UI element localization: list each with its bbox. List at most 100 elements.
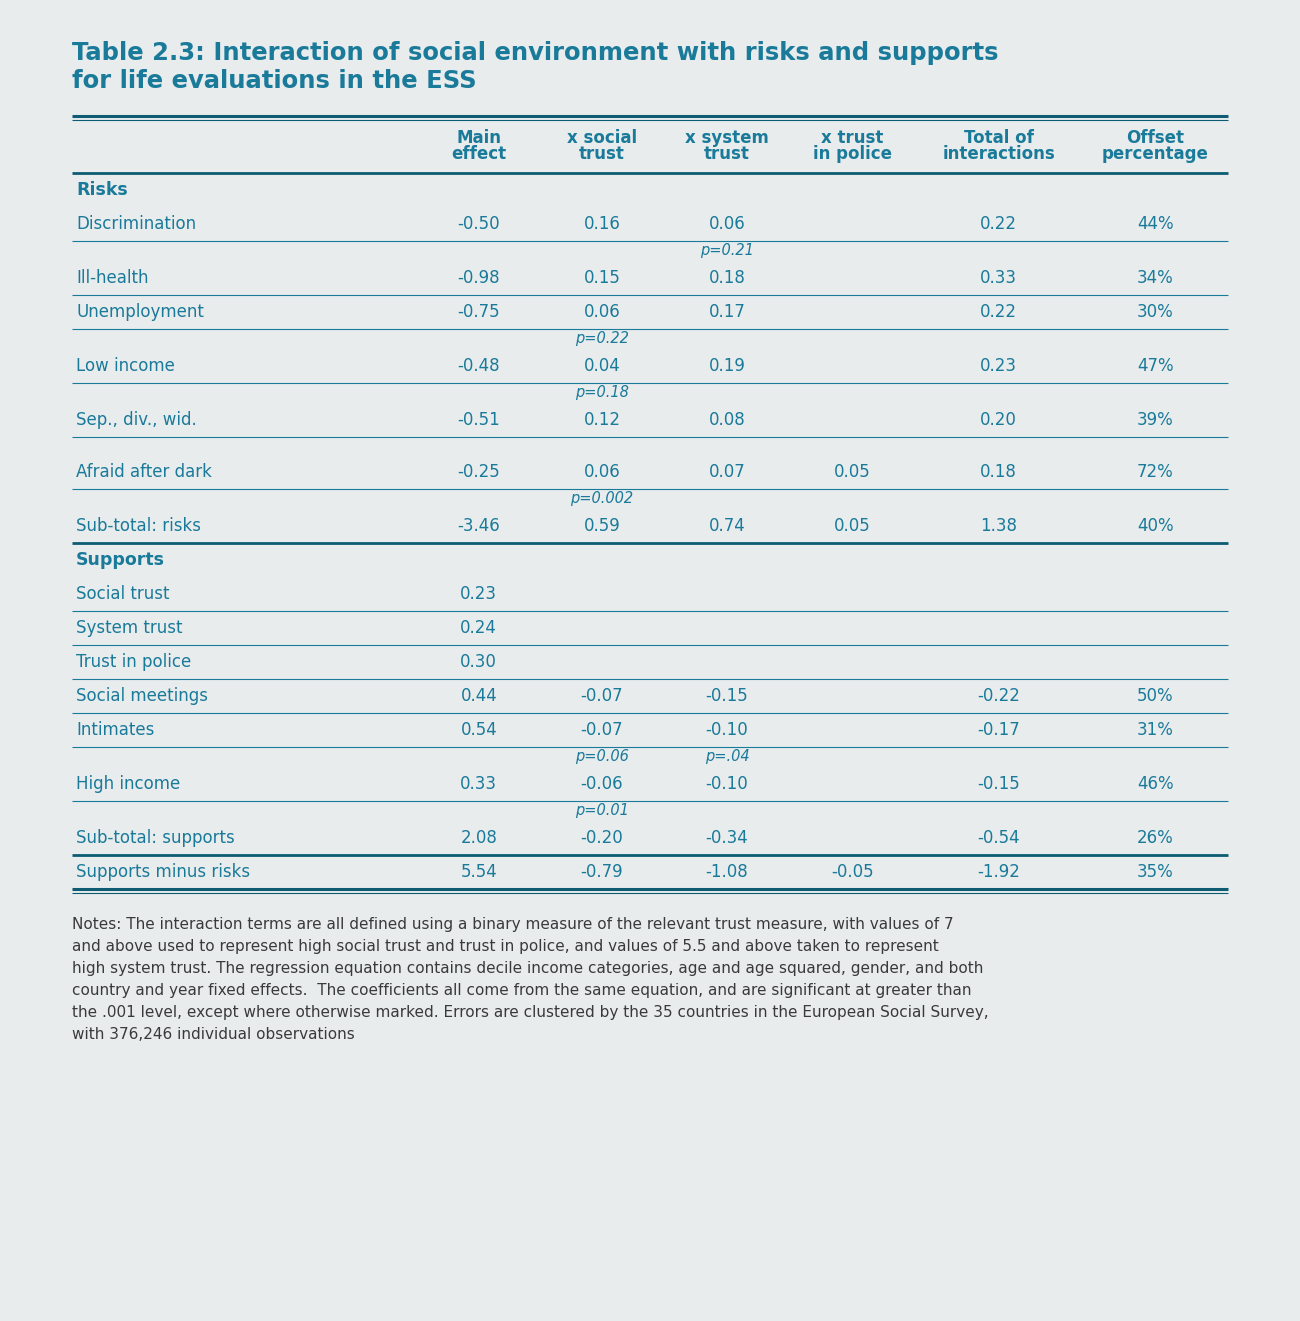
- Text: p=0.22: p=0.22: [575, 332, 629, 346]
- Text: Notes: The interaction terms are all defined using a binary measure of the relev: Notes: The interaction terms are all def…: [72, 917, 954, 933]
- Text: 0.33: 0.33: [460, 775, 498, 793]
- Text: percentage: percentage: [1101, 145, 1209, 162]
- Text: Ill-health: Ill-health: [75, 269, 148, 287]
- Text: 50%: 50%: [1136, 687, 1174, 705]
- Text: -0.51: -0.51: [458, 411, 500, 429]
- Text: 0.74: 0.74: [708, 517, 745, 535]
- Text: Discrimination: Discrimination: [75, 215, 196, 232]
- Text: -0.17: -0.17: [978, 721, 1021, 738]
- Text: -0.34: -0.34: [706, 830, 749, 847]
- Text: 0.59: 0.59: [584, 517, 620, 535]
- Text: Low income: Low income: [75, 357, 176, 375]
- Text: 0.19: 0.19: [708, 357, 745, 375]
- Text: 0.17: 0.17: [708, 303, 745, 321]
- Text: 0.07: 0.07: [708, 462, 745, 481]
- Text: 1.38: 1.38: [980, 517, 1017, 535]
- Text: 0.04: 0.04: [584, 357, 620, 375]
- Text: p=0.002: p=0.002: [571, 491, 633, 506]
- Text: Total of: Total of: [963, 129, 1034, 147]
- Text: p=.04: p=.04: [705, 749, 749, 765]
- Text: -0.98: -0.98: [458, 269, 500, 287]
- Text: -0.25: -0.25: [458, 462, 500, 481]
- Text: 34%: 34%: [1136, 269, 1174, 287]
- Text: -0.15: -0.15: [978, 775, 1021, 793]
- Text: with 376,246 individual observations: with 376,246 individual observations: [72, 1026, 355, 1042]
- Text: 0.06: 0.06: [584, 462, 620, 481]
- Text: 5.54: 5.54: [460, 863, 497, 881]
- Text: -0.50: -0.50: [458, 215, 500, 232]
- Text: p=0.18: p=0.18: [575, 386, 629, 400]
- Text: p=0.01: p=0.01: [575, 803, 629, 819]
- Text: Supports minus risks: Supports minus risks: [75, 863, 250, 881]
- Text: -0.05: -0.05: [831, 863, 874, 881]
- Text: country and year fixed effects.  The coefficients all come from the same equatio: country and year fixed effects. The coef…: [72, 983, 971, 997]
- Text: 0.05: 0.05: [833, 462, 871, 481]
- Text: Sub-total: supports: Sub-total: supports: [75, 830, 235, 847]
- Text: 0.05: 0.05: [833, 517, 871, 535]
- Text: and above used to represent high social trust and trust in police, and values of: and above used to represent high social …: [72, 939, 939, 954]
- Text: trust: trust: [578, 145, 625, 162]
- Text: 44%: 44%: [1136, 215, 1174, 232]
- Text: -3.46: -3.46: [458, 517, 500, 535]
- Text: Afraid after dark: Afraid after dark: [75, 462, 212, 481]
- Text: Offset: Offset: [1126, 129, 1184, 147]
- Text: -0.06: -0.06: [581, 775, 623, 793]
- Text: 0.54: 0.54: [460, 721, 497, 738]
- Text: -0.15: -0.15: [706, 687, 749, 705]
- Text: Unemployment: Unemployment: [75, 303, 204, 321]
- Text: -0.10: -0.10: [706, 775, 749, 793]
- Text: Social trust: Social trust: [75, 585, 169, 602]
- Text: 0.23: 0.23: [460, 585, 498, 602]
- Text: -1.08: -1.08: [706, 863, 749, 881]
- Text: 47%: 47%: [1136, 357, 1174, 375]
- Text: -1.92: -1.92: [978, 863, 1021, 881]
- Text: -0.48: -0.48: [458, 357, 500, 375]
- Text: Social meetings: Social meetings: [75, 687, 208, 705]
- Text: 2.08: 2.08: [460, 830, 497, 847]
- Text: 0.08: 0.08: [708, 411, 745, 429]
- Text: interactions: interactions: [942, 145, 1054, 162]
- Text: -0.07: -0.07: [581, 687, 623, 705]
- Text: 0.18: 0.18: [708, 269, 745, 287]
- Text: 0.33: 0.33: [980, 269, 1017, 287]
- Text: -0.54: -0.54: [978, 830, 1019, 847]
- Text: 0.22: 0.22: [980, 215, 1017, 232]
- Text: 0.22: 0.22: [980, 303, 1017, 321]
- Text: p=0.06: p=0.06: [575, 749, 629, 765]
- Text: x social: x social: [567, 129, 637, 147]
- Text: Sep., div., wid.: Sep., div., wid.: [75, 411, 196, 429]
- Text: 35%: 35%: [1136, 863, 1174, 881]
- Text: 0.15: 0.15: [584, 269, 620, 287]
- Text: 40%: 40%: [1136, 517, 1174, 535]
- Text: in police: in police: [812, 145, 892, 162]
- Text: 0.24: 0.24: [460, 620, 497, 637]
- Text: 72%: 72%: [1136, 462, 1174, 481]
- Text: x trust: x trust: [822, 129, 884, 147]
- Text: -0.10: -0.10: [706, 721, 749, 738]
- Text: 0.06: 0.06: [708, 215, 745, 232]
- Text: -0.75: -0.75: [458, 303, 500, 321]
- Text: 0.44: 0.44: [460, 687, 497, 705]
- Text: Table 2.3: Interaction of social environment with risks and supports: Table 2.3: Interaction of social environ…: [72, 41, 998, 65]
- Text: Risks: Risks: [75, 181, 127, 199]
- Text: 30%: 30%: [1136, 303, 1174, 321]
- Text: the .001 level, except where otherwise marked. Errors are clustered by the 35 co: the .001 level, except where otherwise m…: [72, 1005, 988, 1020]
- Text: 0.20: 0.20: [980, 411, 1017, 429]
- Text: Intimates: Intimates: [75, 721, 155, 738]
- Text: high system trust. The regression equation contains decile income categories, ag: high system trust. The regression equati…: [72, 960, 983, 976]
- Text: x system: x system: [685, 129, 770, 147]
- Text: 0.12: 0.12: [584, 411, 620, 429]
- Text: trust: trust: [705, 145, 750, 162]
- Text: -0.79: -0.79: [581, 863, 623, 881]
- Text: p=0.21: p=0.21: [701, 243, 754, 259]
- Text: 0.16: 0.16: [584, 215, 620, 232]
- Text: -0.22: -0.22: [978, 687, 1021, 705]
- Text: effect: effect: [451, 145, 506, 162]
- Text: 39%: 39%: [1136, 411, 1174, 429]
- Text: 0.18: 0.18: [980, 462, 1017, 481]
- Text: 26%: 26%: [1136, 830, 1174, 847]
- Text: High income: High income: [75, 775, 181, 793]
- Text: Main: Main: [456, 129, 502, 147]
- Text: Sub-total: risks: Sub-total: risks: [75, 517, 202, 535]
- Text: for life evaluations in the ESS: for life evaluations in the ESS: [72, 69, 477, 92]
